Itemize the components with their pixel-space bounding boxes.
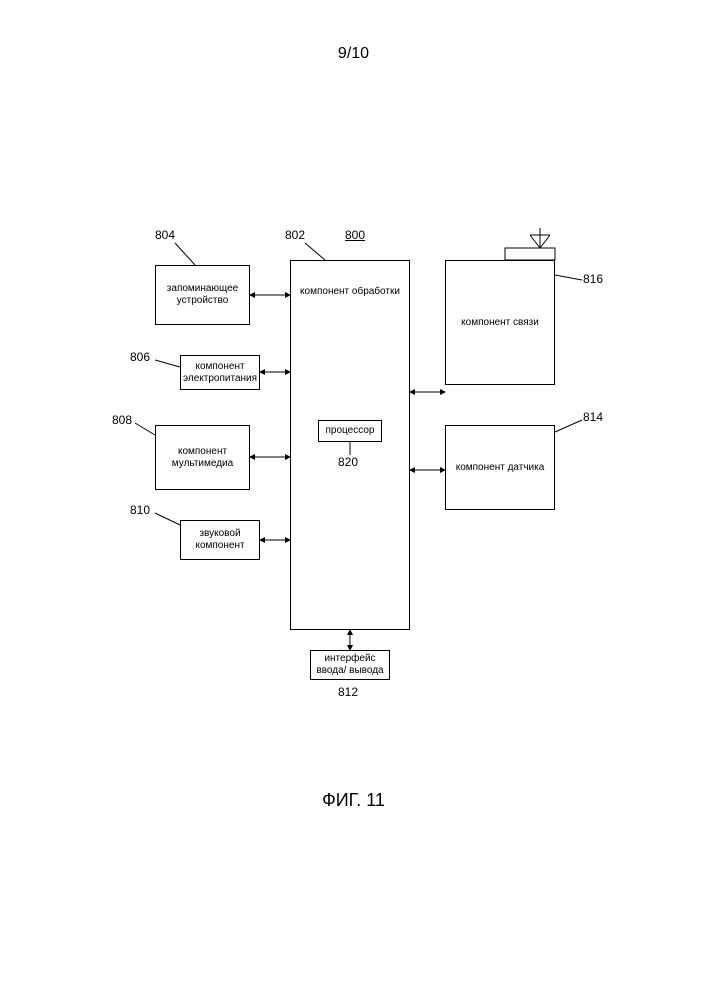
diagram-svg <box>0 0 707 1000</box>
figure-label: ФИГ. 11 <box>0 790 707 811</box>
